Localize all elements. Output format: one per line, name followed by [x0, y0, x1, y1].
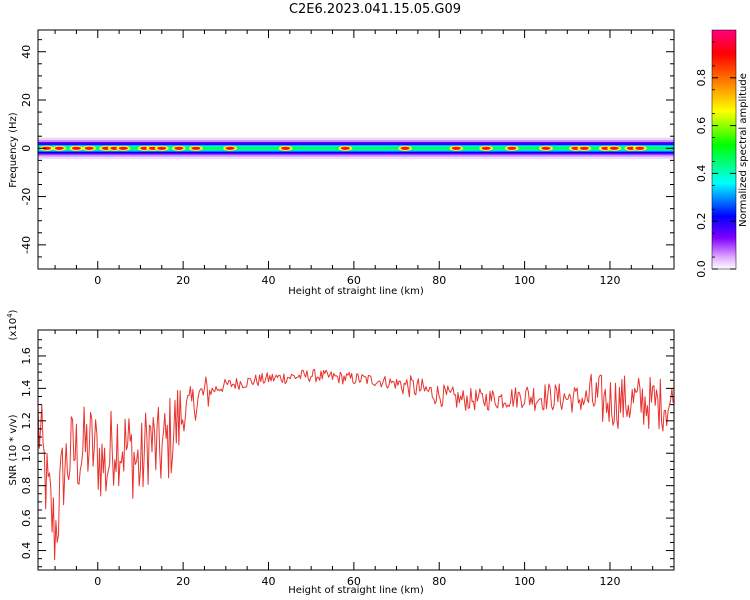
- spectrogram-x-tick-3: 60: [347, 274, 361, 287]
- peak-core-23: [609, 146, 619, 150]
- spectrogram-x-tick-5: 100: [514, 274, 535, 287]
- spectrogram-x-tick-0: 0: [94, 274, 101, 287]
- spectrogram-x-tick-6: 120: [599, 274, 620, 287]
- peak-core-10: [174, 146, 184, 150]
- band-layer-6: [38, 147, 674, 150]
- peak-core-12: [225, 146, 235, 150]
- snr-x-axis-label: Height of straight line (km): [288, 585, 424, 596]
- spectrogram-x-tick-1: 20: [176, 274, 190, 287]
- peak-core-15: [400, 146, 410, 150]
- spectrogram-y-tick-2: 0: [20, 145, 33, 152]
- spectrogram-x-axis-label: Height of straight line (km): [288, 286, 424, 297]
- snr-frame: [37, 329, 675, 571]
- colorbar-label: Normalized spectral amplitude: [738, 73, 749, 227]
- colorbar-tick-4: 0.8: [695, 69, 708, 87]
- peak-core-0: [42, 146, 52, 150]
- peak-core-17: [481, 146, 491, 150]
- peak-core-25: [635, 146, 645, 150]
- peak-core-13: [281, 146, 291, 150]
- spectrogram-panel: 0 20 40 60 80 100 120 -40 -20 0 20 40 Height of st…: [8, 29, 675, 297]
- snr-x-tick-2: 40: [261, 575, 275, 588]
- peak-core-1: [54, 146, 64, 150]
- snr-x-tick-6: 120: [599, 575, 620, 588]
- peak-core-6: [118, 146, 128, 150]
- colorbar-gradient: [711, 29, 737, 270]
- snr-series-line: [38, 369, 674, 561]
- snr-x-tick-5: 100: [514, 575, 535, 588]
- signal-band: [38, 137, 674, 159]
- spectrogram-y-tick-3: 20: [20, 93, 33, 107]
- colorbar-tick-0: 0.0: [695, 260, 708, 278]
- peak-core-9: [157, 146, 167, 150]
- snr-y-tick-2: 0.8: [20, 477, 33, 495]
- colorbar-tick-2: 0.4: [695, 165, 708, 183]
- peak-core-21: [579, 146, 589, 150]
- snr-y-tick-3: 1.0: [20, 444, 33, 462]
- peak-core-14: [340, 146, 350, 150]
- snr-x-tick-3: 60: [347, 575, 361, 588]
- snr-y-tick-1: 0.6: [20, 509, 33, 527]
- peak-core-11: [191, 146, 201, 150]
- snr-y-tick-4: 1.2: [20, 412, 33, 430]
- snr-x-tick-4: 80: [432, 575, 446, 588]
- colorbar: 0.0 0.2 0.4 0.6 0.8 Normalized spectral ampl…: [695, 29, 749, 278]
- snr-x-tick-1: 20: [176, 575, 190, 588]
- snr-x-tick-0: 0: [94, 575, 101, 588]
- peak-core-18: [507, 146, 517, 150]
- snr-y-tick-5: 1.4: [20, 380, 33, 398]
- snr-y-tick-0: 0.4: [20, 542, 33, 560]
- peak-core-16: [451, 146, 461, 150]
- spectrogram-y-tick-1: -20: [20, 188, 33, 206]
- colorbar-tick-1: 0.2: [695, 212, 708, 230]
- peak-core-3: [84, 146, 94, 150]
- spectrogram-y-axis-label: Frequency (Hz): [8, 112, 19, 188]
- snr-panel: 0 20 40 60 80 100 120 0.4 0.6 0.8 1.0 1.2 1.4 1.6 (x…: [6, 309, 675, 596]
- snr-scale-label: (x104): [6, 309, 19, 340]
- spectrogram-y-tick-4: 40: [20, 45, 33, 59]
- snr-y-axis-label: SNR (10 * v/v): [8, 414, 19, 485]
- spectrogram-frame: [37, 29, 675, 270]
- spectrogram-x-tick-4: 80: [432, 274, 446, 287]
- spectrogram-x-tick-2: 40: [261, 274, 275, 287]
- peak-core-2: [71, 146, 81, 150]
- spectrogram-y-tick-0: -40: [20, 236, 33, 254]
- chart-title: C2E6.2023.041.15.05.G09: [288, 2, 462, 17]
- peak-core-19: [541, 146, 551, 150]
- colorbar-tick-3: 0.6: [695, 117, 708, 135]
- snr-y-tick-6: 1.6: [20, 347, 33, 365]
